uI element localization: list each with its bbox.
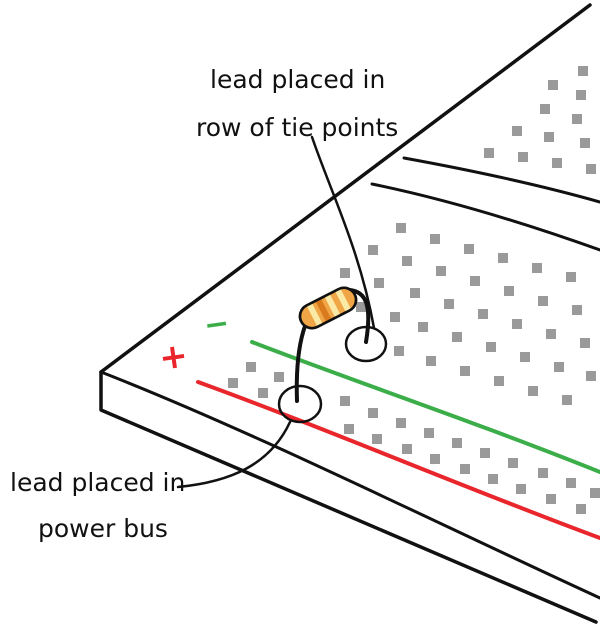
resistor-lead-right	[348, 288, 371, 344]
resistor-lead-left	[294, 324, 307, 403]
board-side-front	[99, 370, 598, 624]
plus-sign: +	[157, 335, 191, 379]
tie-points-upper	[484, 66, 596, 174]
tie-point-insertion-circle	[344, 325, 388, 363]
power-bus-callout-line2: power bus	[38, 514, 168, 543]
minus-sign: −	[202, 306, 232, 344]
center-channel-lower	[370, 182, 600, 252]
power-bus-holes	[228, 362, 600, 514]
tie-points-main	[340, 223, 596, 405]
power-bus-leader-line	[176, 420, 292, 489]
tie-points-callout-line2: row of tie points	[196, 113, 398, 142]
power-bus-insertion-circle	[277, 384, 323, 424]
positive-rail-line	[196, 380, 600, 540]
tie-points-callout-line1: lead placed in	[210, 65, 385, 94]
board-edge-top	[99, 3, 592, 374]
resistor	[298, 286, 358, 330]
board-edge-front-top	[99, 370, 600, 600]
center-channel-upper	[402, 156, 600, 204]
tie-points-leader-line	[310, 135, 376, 330]
negative-rail-line	[250, 340, 600, 474]
power-bus-callout-line1: lead placed in	[10, 468, 185, 497]
